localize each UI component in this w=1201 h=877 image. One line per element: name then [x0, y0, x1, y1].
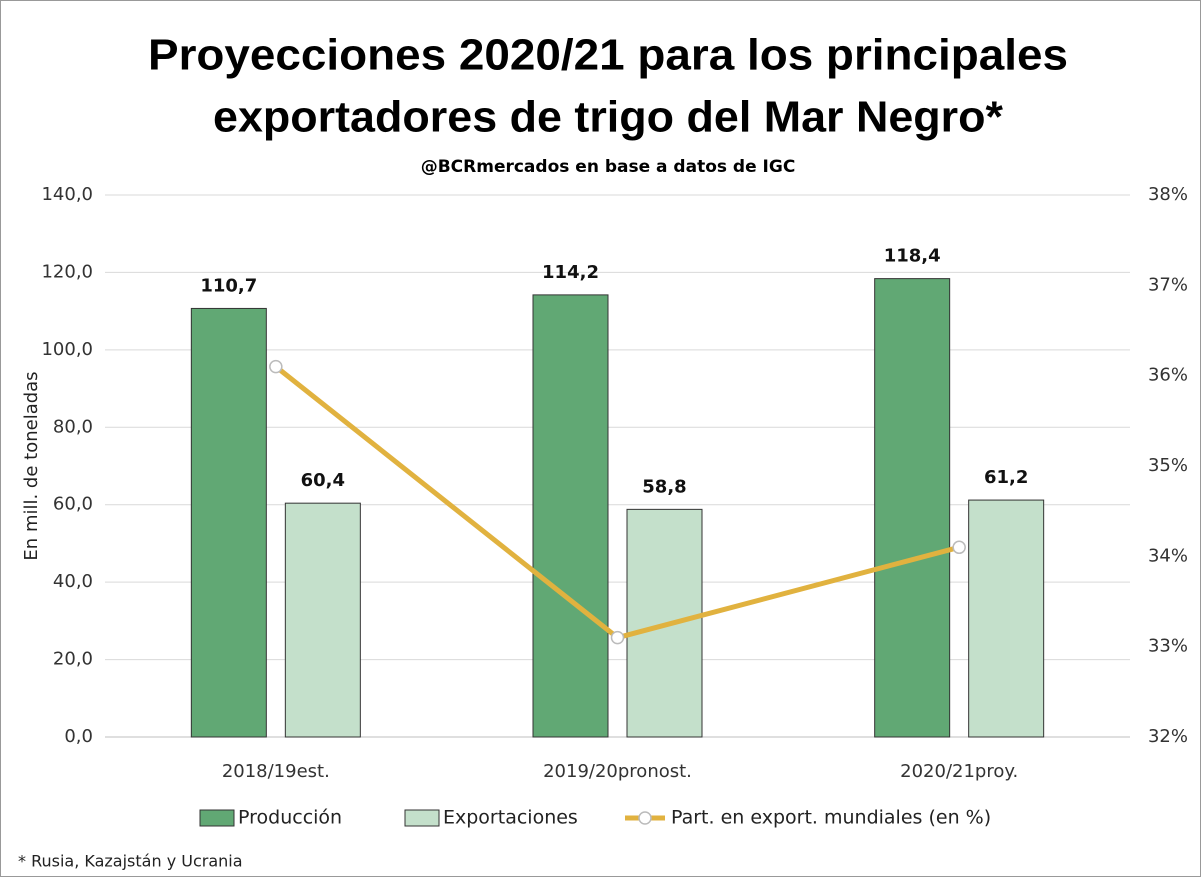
- legend-label: Exportaciones: [443, 807, 578, 829]
- legend-label: Producción: [238, 807, 342, 829]
- bar: [968, 499, 1045, 738]
- data-label: 118,4: [884, 246, 941, 267]
- y-tick-label: 60,0: [53, 494, 93, 515]
- y2-tick-label: 33%: [1148, 636, 1188, 657]
- y2-tick-label: 35%: [1148, 455, 1188, 476]
- y-axis-label: En mill. de toneladas: [21, 371, 42, 560]
- bar: [190, 307, 267, 738]
- y2-tick-label: 32%: [1148, 726, 1188, 747]
- y-tick-label: 40,0: [53, 571, 93, 592]
- y2-tick-label: 38%: [1148, 184, 1188, 205]
- x-tick-label: 2018/19est.: [222, 761, 330, 782]
- legend-swatch: [404, 809, 440, 827]
- y2-tick-label: 36%: [1148, 365, 1188, 386]
- y-tick-label: 100,0: [41, 339, 93, 360]
- data-label: 61,2: [984, 467, 1028, 488]
- bar: [532, 294, 609, 738]
- bar: [284, 502, 361, 738]
- chart-title: exportadores de trigo del Mar Negro*: [213, 93, 1004, 142]
- y-tick-label: 140,0: [41, 184, 93, 205]
- y-tick-label: 80,0: [53, 416, 93, 437]
- y-tick-label: 120,0: [41, 261, 93, 282]
- data-label: 114,2: [542, 262, 599, 283]
- data-label: 110,7: [200, 275, 257, 296]
- chart-subtitle: @BCRmercados en base a datos de IGC: [421, 157, 796, 177]
- legend-label: Part. en export. mundiales (en %): [671, 807, 991, 829]
- y-tick-label: 20,0: [53, 649, 93, 670]
- y-tick-label: 0,0: [64, 726, 93, 747]
- bar: [874, 278, 951, 738]
- legend-swatch: [199, 809, 235, 827]
- data-label: 60,4: [301, 470, 345, 491]
- x-tick-label: 2020/21proy.: [900, 761, 1018, 782]
- chart-title: Proyecciones 2020/21 para los principale…: [148, 31, 1068, 80]
- legend-swatch: [638, 811, 652, 825]
- line-marker: [952, 540, 966, 555]
- line-marker: [269, 359, 283, 374]
- y2-tick-label: 37%: [1148, 274, 1188, 295]
- x-tick-label: 2019/20pronost.: [543, 761, 692, 782]
- footnote: * Rusia, Kazajstán y Ucrania: [18, 852, 243, 871]
- data-label: 58,8: [642, 476, 686, 497]
- line-marker: [610, 630, 625, 645]
- y2-tick-label: 34%: [1148, 545, 1188, 566]
